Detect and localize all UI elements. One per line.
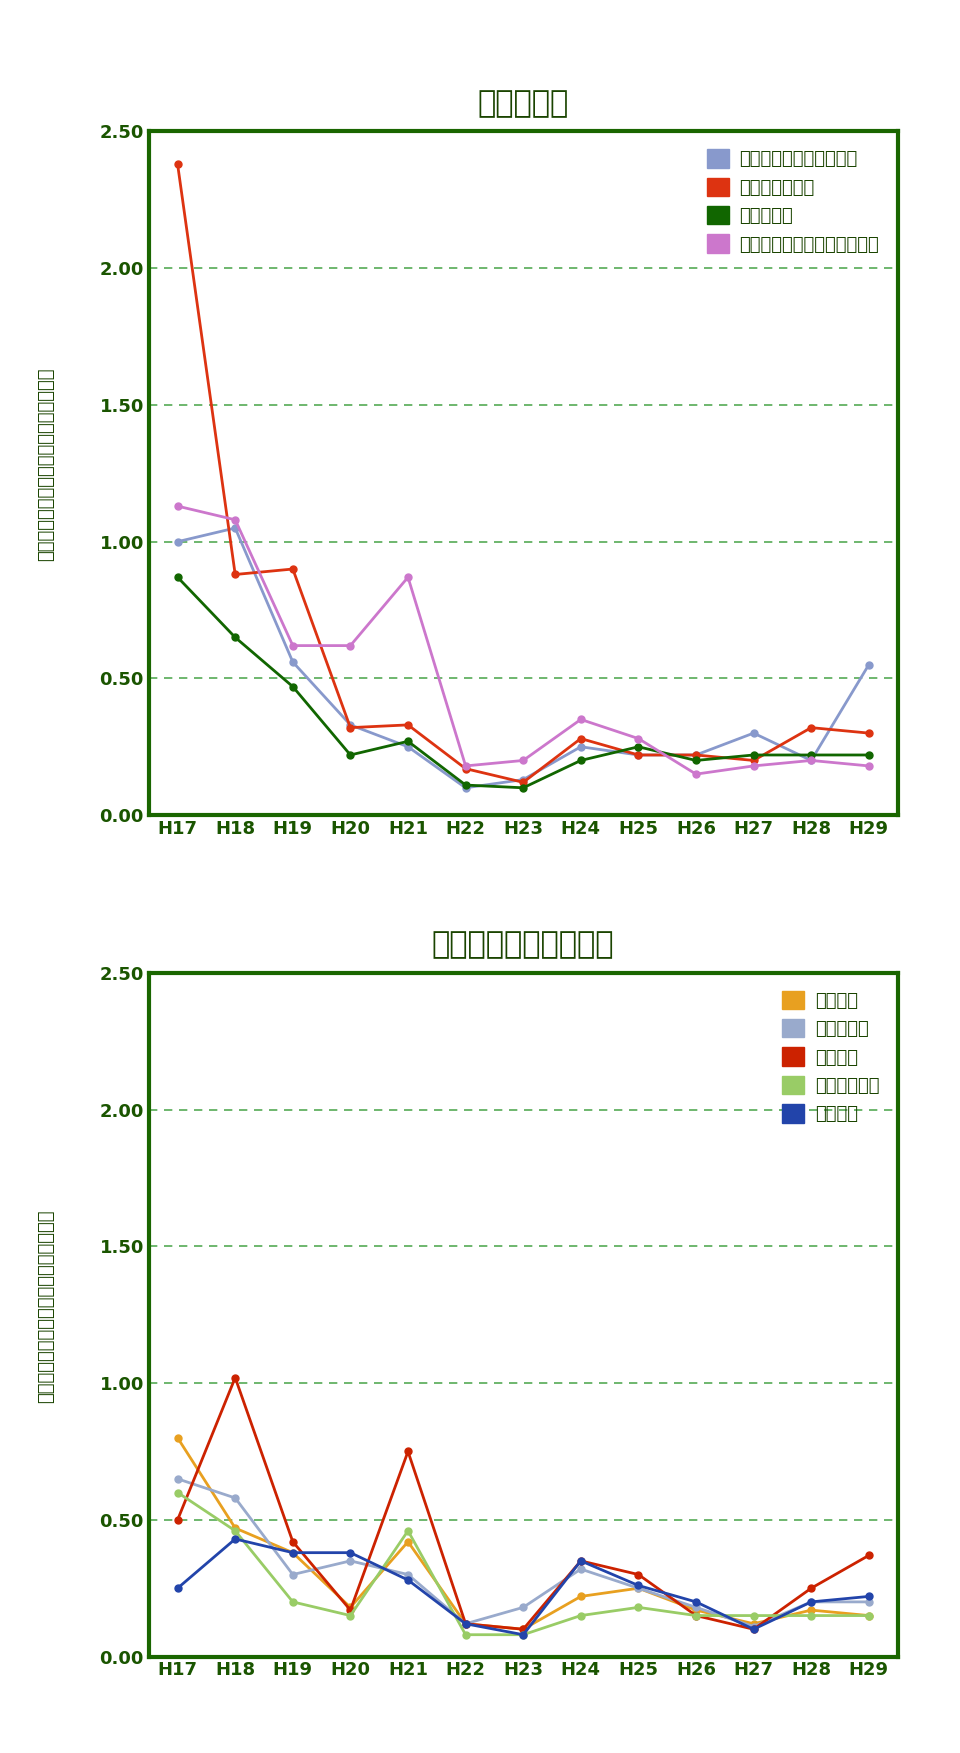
Legend: 住宅地域, 商工業地域, 農業地域, 内陸山間地域, 離島地域: 住宅地域, 商工業地域, 農業地域, 内陸山間地域, 離島地域 [775, 983, 886, 1131]
Title: 発生源周辺: 発生源周辺 [477, 89, 569, 117]
Text: 総繊維数濃度（本／Ｌ）（幾何平均値）: 総繊維数濃度（本／Ｌ）（幾何平均値） [37, 368, 55, 561]
Legend: 旧石綿製品製造事業場等, 廃棄物処分場等, 蛇紋岩地域, 高速道路および幹線道路沿線: 旧石綿製品製造事業場等, 廃棄物処分場等, 蛇紋岩地域, 高速道路および幹線道路… [700, 142, 886, 261]
Title: バックグラウンド地域: バックグラウンド地域 [432, 931, 614, 959]
Text: 総繊維数濃度（本／Ｌ）（幾何平均値）: 総繊維数濃度（本／Ｌ）（幾何平均値） [37, 1210, 55, 1402]
